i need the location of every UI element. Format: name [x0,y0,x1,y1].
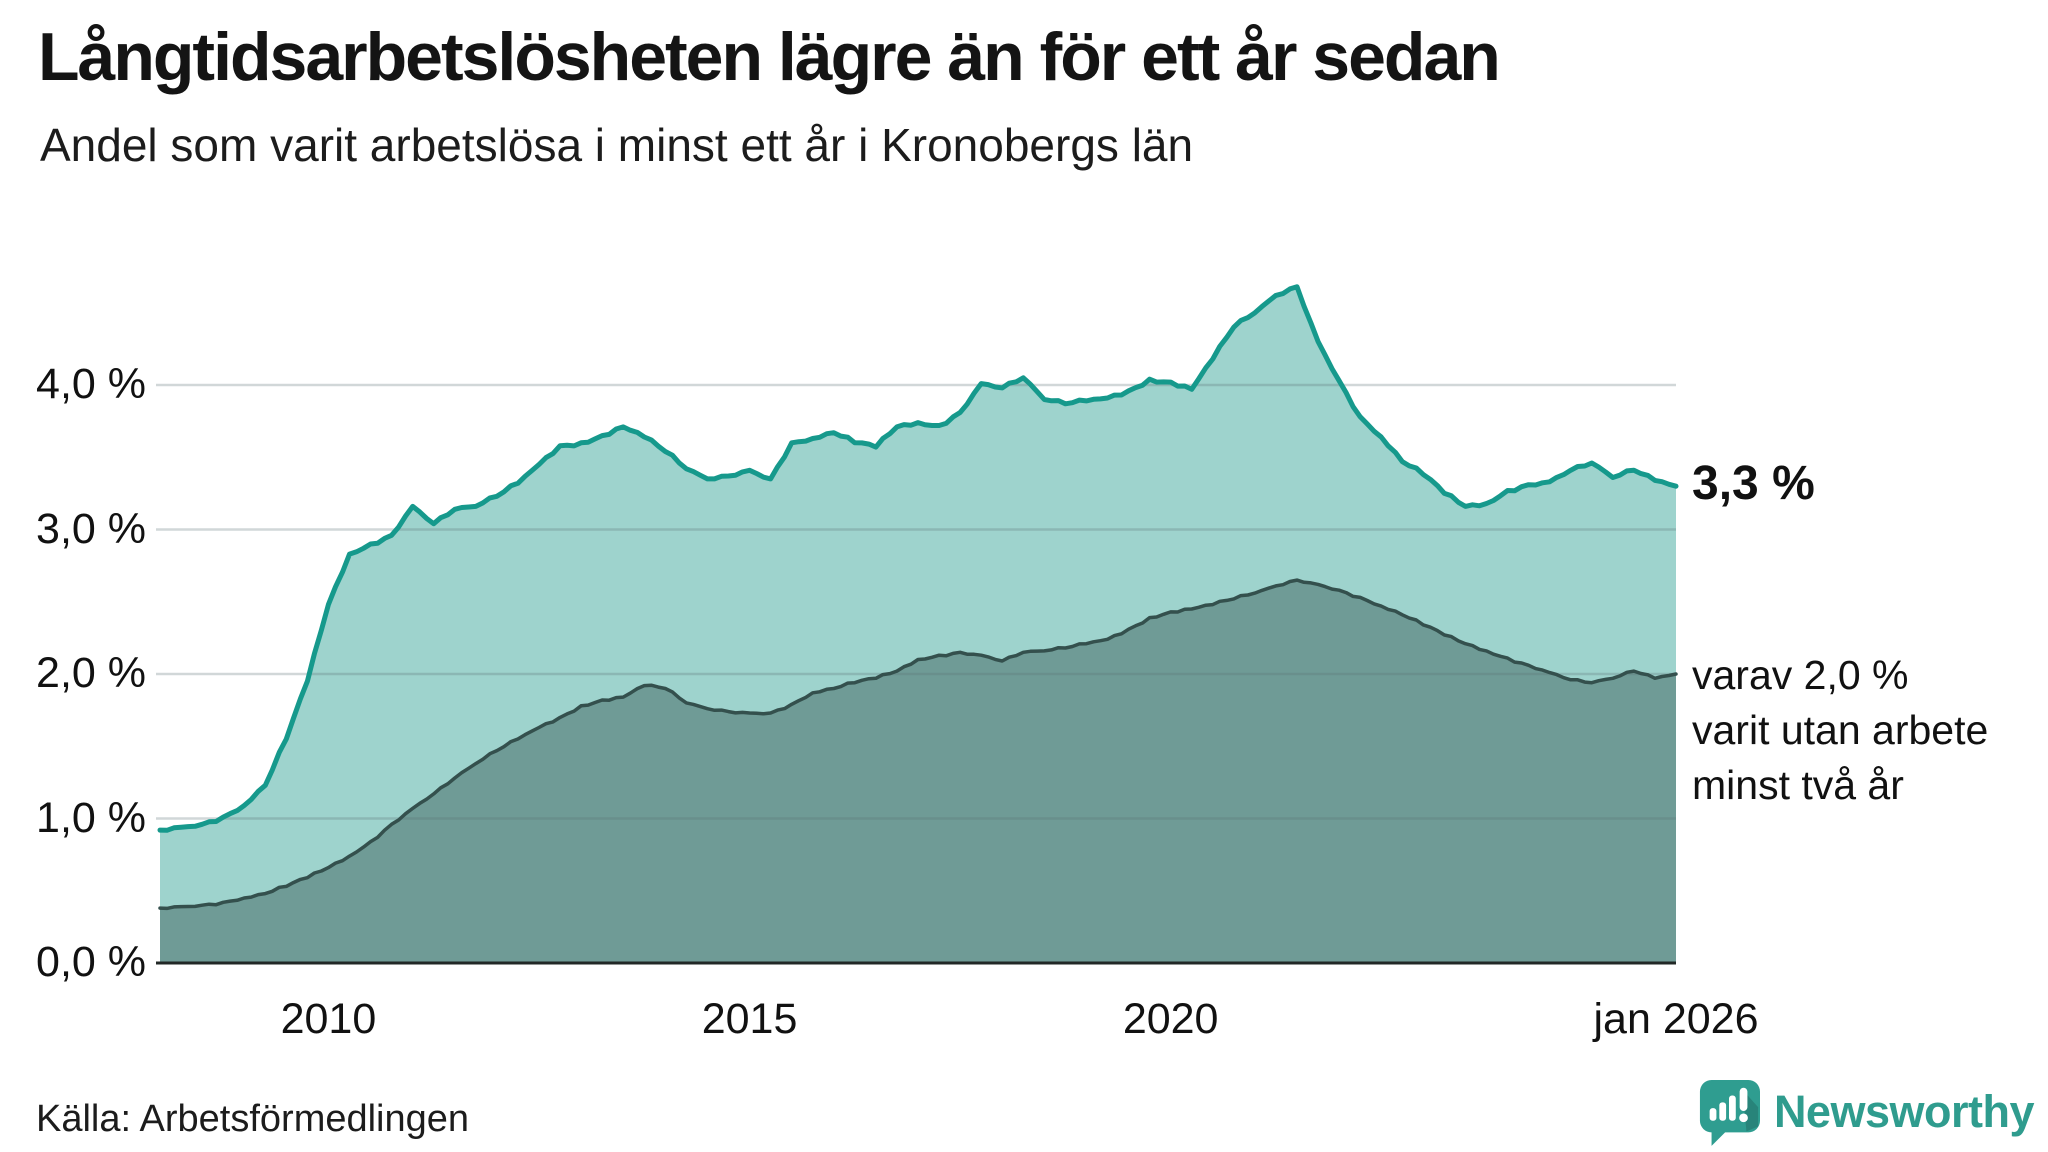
annotation-line: varit utan arbete [1692,706,1989,753]
secondary-series-annotation: varav 2,0 % varit utan arbete minst två … [1692,648,1988,813]
series-line [158,578,1678,911]
x-axis-tick-label: 2020 [1122,995,1219,1043]
x-axis-tick-label: 2010 [280,995,377,1043]
newsworthy-logo: Newsworthy [1698,1078,2035,1146]
y-axis-tick-label: 4,0 % [36,360,146,408]
area-fill [160,580,1676,963]
newsworthy-bubble-icon [1699,1080,1760,1146]
y-axis-tick-label: 2,0 % [36,649,146,697]
annotation-line: minst två år [1692,761,1904,808]
page-title: Långtidsarbetslösheten lägre än för ett … [38,19,1501,95]
page-subtitle: Andel som varit arbetslösa i minst ett å… [40,119,1194,171]
series-line [157,284,1679,833]
x-axis-tick-label: 2015 [701,995,798,1043]
y-axis-tick-label: 1,0 % [36,793,146,842]
x-axis-tick-label: jan 2026 [1593,995,1759,1043]
brand-name: Newsworthy [1773,1086,2035,1137]
annotation-line: varav 2,0 % [1692,652,1909,698]
last-value-label: 3,3 % [1692,457,1815,510]
y-axis-tick-label: 3,0 % [36,504,146,553]
source-credit: Källa: Arbetsförmedlingen [36,1098,470,1140]
y-axis-tick-label: 0,0 % [36,938,146,986]
